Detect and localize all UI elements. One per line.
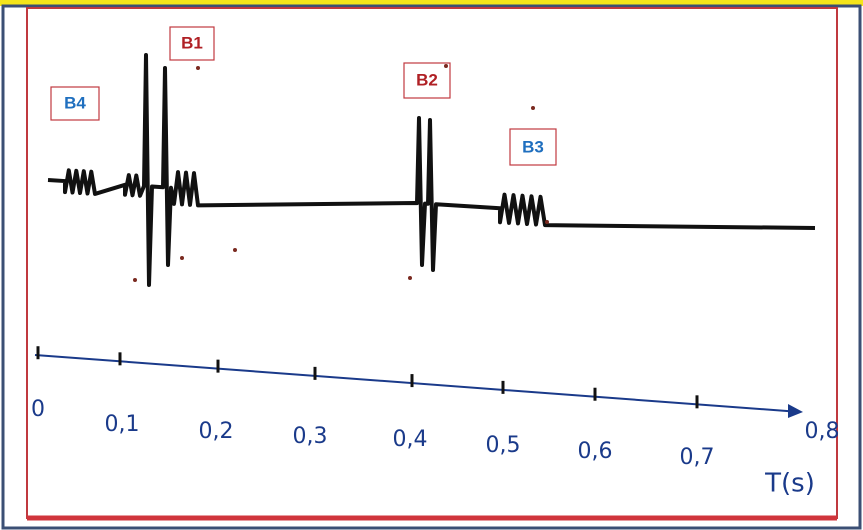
axis-tick-label: 0 — [31, 397, 45, 422]
page: {"sounds": {"b1": "B1", "b2": "B2", "b3"… — [0, 0, 863, 530]
b1-box: B1 — [170, 27, 214, 60]
dot — [133, 278, 137, 282]
axis-tick-label: 0,8 — [805, 419, 840, 444]
dot — [444, 64, 448, 68]
axis-tick-label: 0,6 — [578, 439, 613, 464]
axis-title: T(s) — [764, 469, 815, 499]
figure: B1 B4 B2 B3 T(s) 0 0,1 0,2 0,3 0,4 0,5 0,6 0,7 0… — [0, 0, 863, 530]
axis-arrow — [788, 404, 803, 418]
axis-tick-label: 0,3 — [293, 424, 328, 449]
b2-label: B2 — [416, 70, 438, 89]
dot — [233, 248, 237, 252]
b3-label: B3 — [522, 137, 544, 156]
dot — [196, 66, 200, 70]
time-axis — [35, 355, 800, 412]
axis-tick-label: 0,4 — [393, 427, 428, 452]
axis-tick-label: 0,7 — [680, 445, 715, 470]
dot — [545, 220, 549, 224]
b4-label: B4 — [64, 93, 86, 112]
b3-box: B3 — [510, 129, 556, 165]
dot — [531, 106, 535, 110]
dot — [408, 276, 412, 280]
b4-box: B4 — [51, 87, 99, 120]
axis-tick-label: 0,5 — [486, 433, 521, 458]
b1-label: B1 — [181, 33, 203, 52]
b2-box: B2 — [404, 63, 450, 98]
axis-tick-label: 0,1 — [105, 412, 140, 437]
axis-tick-label: 0,2 — [199, 419, 234, 444]
dot — [180, 256, 184, 260]
